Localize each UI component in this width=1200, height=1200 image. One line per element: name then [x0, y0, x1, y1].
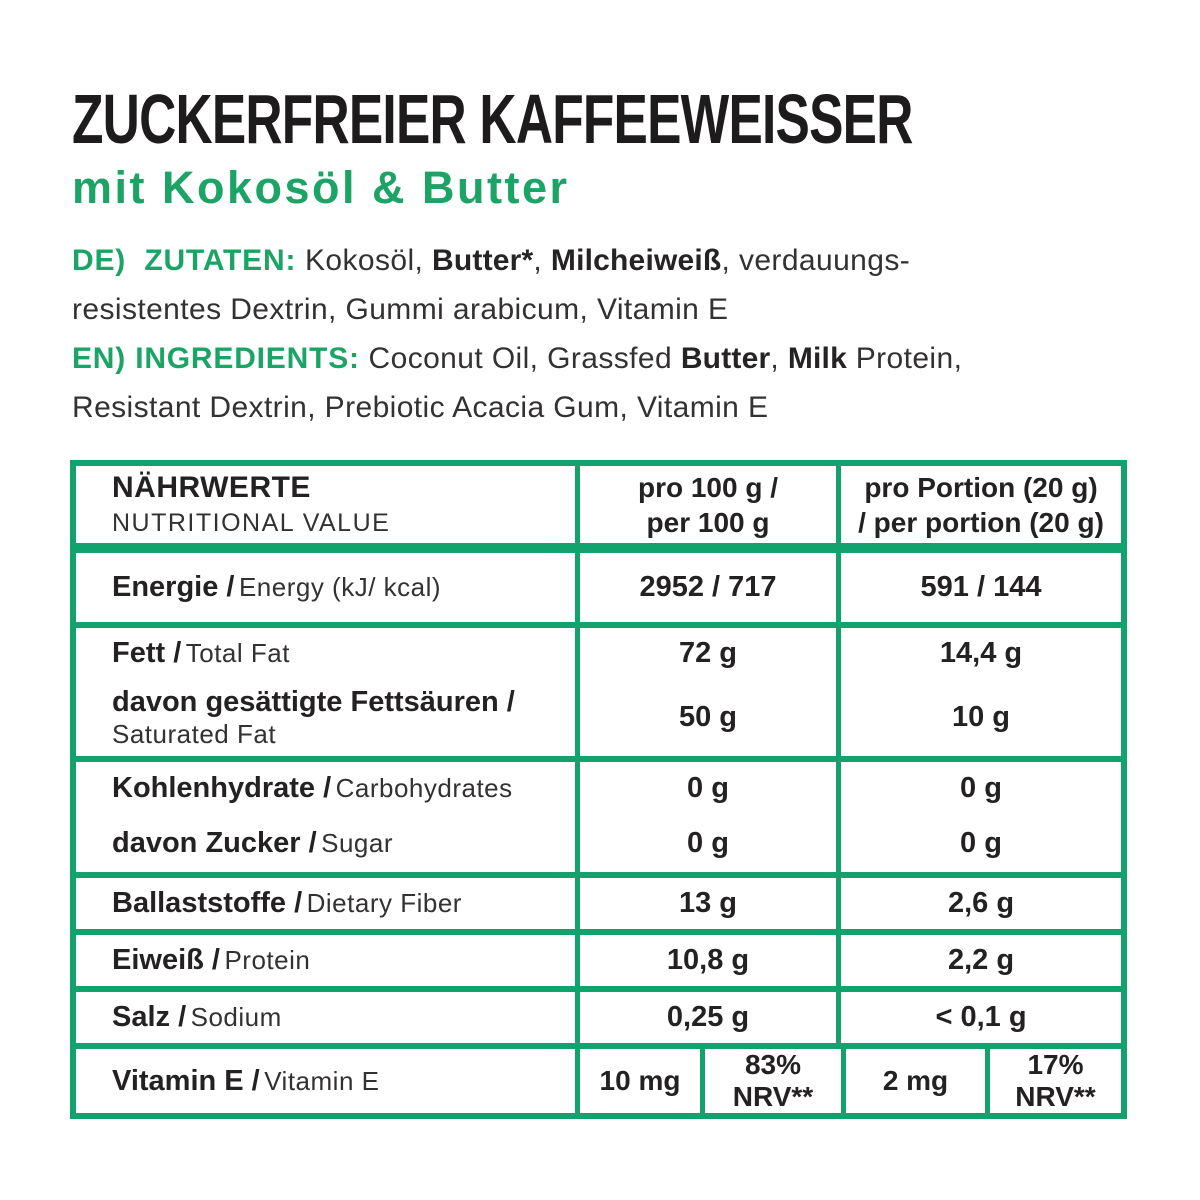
row-fiber-label-de: Ballaststoffe / — [112, 887, 303, 919]
ingredients-block: DE) ZUTATEN: Kokosöl, Butter*, Milcheiwe… — [72, 236, 1140, 432]
row-sugar-label-en: Sugar — [321, 827, 394, 858]
row-sodium-label: Salz / Sodium — [76, 1001, 575, 1034]
header-per100-cell: pro 100 g / per 100 g — [575, 466, 841, 543]
row-vitamin-e-portion-nrv-label: NRV** — [1015, 1081, 1096, 1113]
row-sodium-label-de: Salz / — [112, 1001, 187, 1033]
row-saturated-fat-label-de: davon gesättigte Fettsäuren / — [112, 685, 515, 718]
row-energy-label-en: Energy (kJ/ kcal) — [238, 572, 442, 602]
table-row-carbohydrates: Kohlenhydrate / Carbohydrates 0 g 0 g — [76, 756, 1121, 814]
row-protein-portion: 2,2 g — [947, 944, 1015, 976]
row-vitamin-e-label-de: Vitamin E / — [112, 1064, 260, 1097]
header-per100-line2: per 100 g — [646, 506, 770, 538]
row-vitamin-e-per100-value: 10 mg — [599, 1065, 681, 1097]
row-fiber-label-en: Dietary Fiber — [306, 888, 462, 918]
row-sodium-portion: < 0,1 g — [935, 1001, 1027, 1033]
row-energy-label: Energie / Energy (kJ/ kcal) — [76, 571, 575, 604]
row-energy-per100: 2952 / 717 — [639, 571, 777, 603]
row-vitamin-e-per100-nrv: 83% NRV** — [700, 1049, 841, 1114]
header-name-de: NÄHRWERTE — [112, 471, 311, 504]
nutrition-table: NÄHRWERTE NUTRITIONAL VALUE pro 100 g / … — [70, 460, 1127, 1120]
row-fiber-portion: 2,6 g — [947, 887, 1015, 919]
table-row-vitamin-e: Vitamin E / Vitamin E 10 mg 83% NRV** 2 … — [76, 1043, 1121, 1114]
row-vitamin-e-per100: 10 mg — [575, 1049, 700, 1114]
row-protein-per100: 10,8 g — [666, 944, 750, 976]
ingredients-en-line-2: Resistant Dextrin, Prebiotic Acacia Gum,… — [72, 391, 769, 424]
table-row-sodium: Salz / Sodium 0,25 g < 0,1 g — [76, 986, 1121, 1043]
row-vitamin-e-per100-nrv-pct: 83% — [744, 1049, 802, 1080]
row-saturated-fat-label: davon gesättigte Fettsäuren / Saturated … — [76, 686, 575, 750]
row-fat-label: Fett / Total Fat — [76, 637, 575, 670]
row-sugar-label: davon Zucker / Sugar — [76, 827, 575, 860]
row-vitamin-e-per100-nrv-label: NRV** — [732, 1081, 814, 1113]
table-row-fat: Fett / Total Fat 72 g 14,4 g — [76, 622, 1121, 679]
row-fat-per100: 72 g — [678, 637, 738, 669]
row-vitamin-e-portion: 2 mg — [841, 1049, 985, 1114]
row-saturated-fat-per100: 50 g — [678, 701, 738, 733]
page-title: ZUCKERFREIER KAFFEEWEISSER — [72, 79, 913, 159]
row-energy-portion: 591 / 144 — [920, 571, 1042, 603]
row-vitamin-e-portion-nrv: 17% NRV** — [985, 1049, 1121, 1114]
table-row-energy: Energie / Energy (kJ/ kcal) 2952 / 717 5… — [76, 553, 1121, 622]
header-name-en: NUTRITIONAL VALUE — [112, 509, 391, 537]
table-row-saturated-fat: davon gesättigte Fettsäuren / Saturated … — [76, 679, 1121, 756]
row-vitamin-e-portion-nrv-pct: 17% — [1027, 1049, 1084, 1080]
ingredients-de-line-2: resistentes Dextrin, Gummi arabicum, Vit… — [72, 293, 729, 326]
row-sugar-per100: 0 g — [687, 826, 729, 859]
header-per100-line1: pro 100 g / — [637, 471, 779, 503]
row-carbohydrates-label-de: Kohlenhydrate / — [112, 771, 332, 804]
row-sodium-label-en: Sodium — [190, 1002, 282, 1032]
table-row-fiber: Ballaststoffe / Dietary Fiber 13 g 2,6 g — [76, 872, 1121, 929]
row-energy-label-de: Energie / — [112, 571, 235, 603]
page-subtitle: mit Kokosöl & Butter — [72, 162, 570, 213]
row-fat-label-en: Total Fat — [185, 638, 290, 668]
row-fat-portion: 14,4 g — [939, 637, 1023, 669]
label-page: ZUCKERFREIER KAFFEEWEISSER mit Kokosöl &… — [70, 79, 1140, 1120]
table-header-row: NÄHRWERTE NUTRITIONAL VALUE pro 100 g / … — [76, 466, 1121, 553]
row-carbohydrates-label-en: Carbohydrates — [335, 772, 513, 803]
row-carbohydrates-portion: 0 g — [960, 771, 1002, 804]
table-row-sugar: davon Zucker / Sugar 0 g 0 g — [76, 814, 1121, 872]
row-fiber-per100: 13 g — [678, 887, 738, 919]
row-vitamin-e-portion-value: 2 mg — [882, 1065, 949, 1097]
row-fat-label-de: Fett / — [112, 637, 182, 669]
row-sodium-per100: 0,25 g — [666, 1001, 750, 1033]
row-fiber-label: Ballaststoffe / Dietary Fiber — [76, 887, 575, 920]
table-row-protein: Eiweiß / Protein 10,8 g 2,2 g — [76, 929, 1121, 986]
row-carbohydrates-per100: 0 g — [687, 771, 729, 804]
row-vitamin-e-label: Vitamin E / Vitamin E — [76, 1065, 575, 1098]
row-protein-label-de: Eiweiß / — [112, 944, 220, 976]
header-name-cell: NÄHRWERTE NUTRITIONAL VALUE — [76, 471, 575, 538]
header-portion-line2: / per portion (20 g) — [858, 506, 1104, 538]
row-protein-label-en: Protein — [224, 945, 311, 975]
row-saturated-fat-label-en: Saturated Fat — [112, 718, 277, 749]
header-portion-line1: pro Portion (20 g) — [864, 471, 1098, 503]
ingredients-de-line-1: DE) ZUTATEN: Kokosöl, Butter*, Milcheiwe… — [72, 244, 911, 277]
row-carbohydrates-label: Kohlenhydrate / Carbohydrates — [76, 772, 575, 805]
row-saturated-fat-portion: 10 g — [951, 701, 1011, 733]
header-portion-cell: pro Portion (20 g) / per portion (20 g) — [841, 466, 1121, 543]
row-sugar-portion: 0 g — [960, 826, 1002, 859]
row-vitamin-e-label-en: Vitamin E — [264, 1065, 380, 1096]
ingredients-en-line-1: EN) INGREDIENTS: Coconut Oil, Grassfed B… — [72, 342, 963, 375]
row-protein-label: Eiweiß / Protein — [76, 944, 575, 977]
row-sugar-label-de: davon Zucker / — [112, 826, 317, 859]
